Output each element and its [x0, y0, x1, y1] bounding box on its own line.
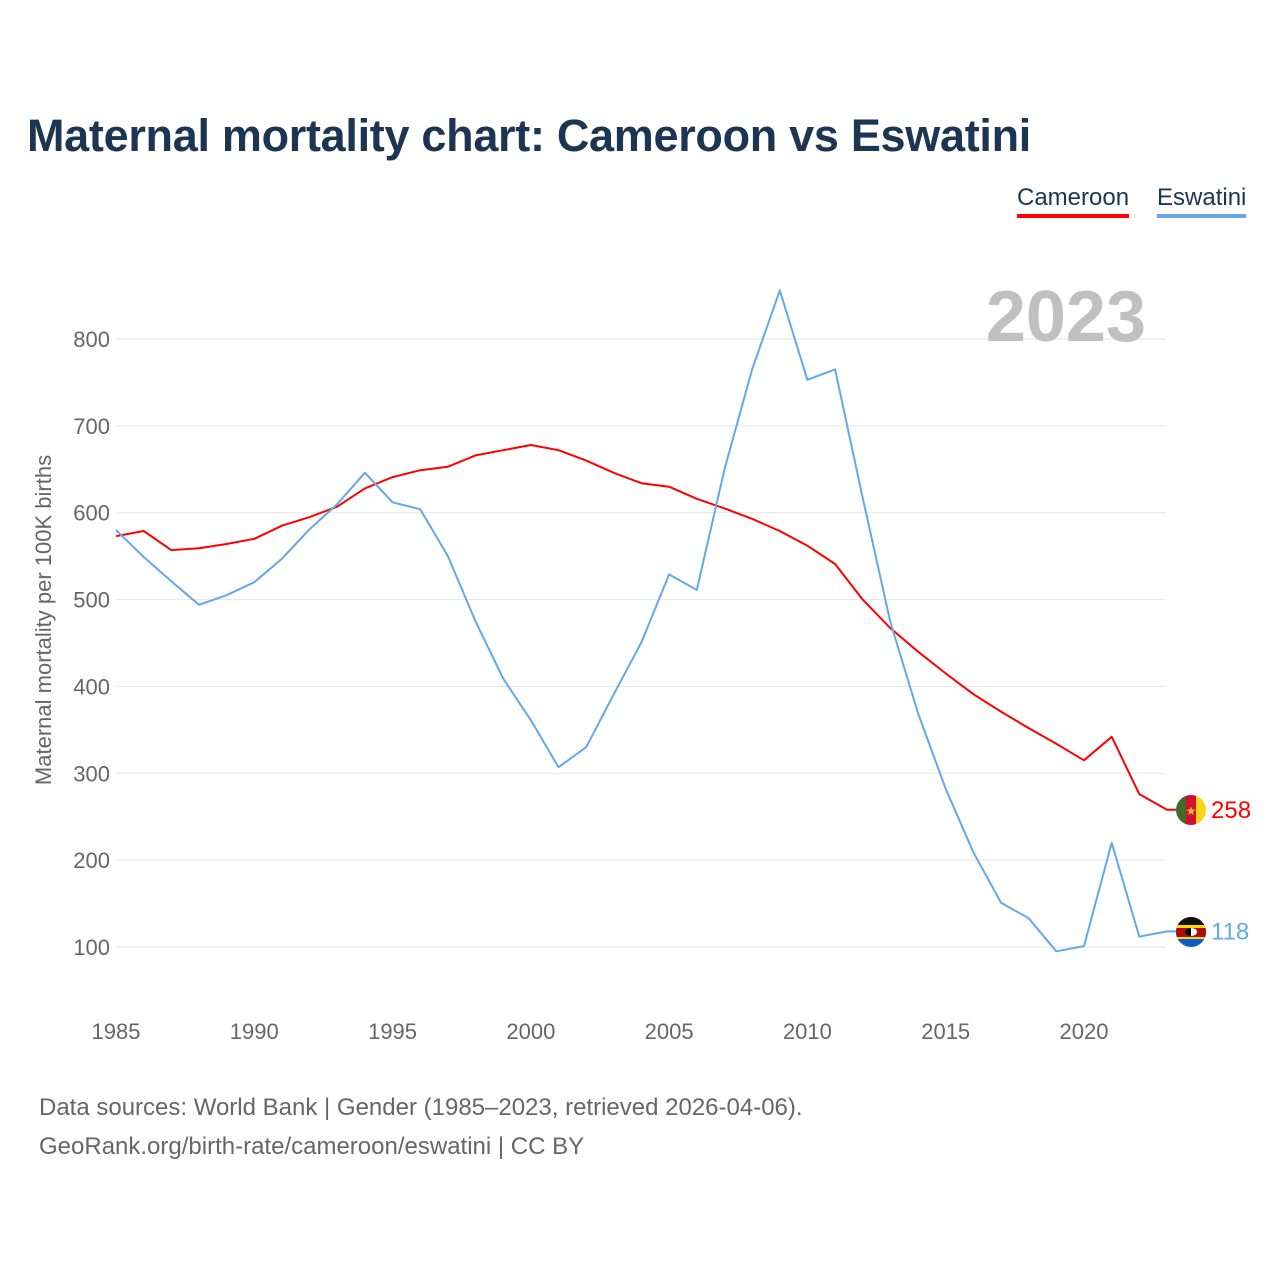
- year-watermark: 2023: [986, 277, 1146, 357]
- y-tick-label: 600: [73, 501, 110, 526]
- y-tick-label: 100: [73, 935, 110, 960]
- x-tick-label: 1985: [92, 1019, 141, 1044]
- y-axis-label: Maternal mortality per 100K births: [31, 455, 56, 785]
- eswatini-flag-icon: [1176, 917, 1206, 947]
- chart-title: Maternal mortality chart: Cameroon vs Es…: [27, 110, 1031, 161]
- source-note: Data sources: World Bank | Gender (1985–…: [39, 1088, 803, 1166]
- x-tick-label: 1995: [368, 1019, 417, 1044]
- source-line-1: Data sources: World Bank | Gender (1985–…: [39, 1094, 803, 1121]
- y-tick-label: 700: [73, 414, 110, 439]
- y-tick-label: 200: [73, 848, 110, 873]
- x-tick-label: 2015: [921, 1019, 970, 1044]
- x-tick-label: 1990: [230, 1019, 279, 1044]
- y-tick-label: 400: [73, 674, 110, 699]
- end-value-label-cameroon: 258: [1211, 797, 1251, 824]
- x-tick-label: 2020: [1060, 1019, 1109, 1044]
- x-tick-label: 2005: [645, 1019, 694, 1044]
- series-line-eswatini[interactable]: [115, 289, 1176, 953]
- x-tick-label: 2010: [783, 1019, 832, 1044]
- y-tick-label: 800: [73, 327, 110, 352]
- legend-cameroon[interactable]: Cameroon: [1017, 184, 1130, 218]
- svg-text:★: ★: [1186, 804, 1197, 818]
- source-line-2[interactable]: GeoRank.org/birth-rate/cameroon/eswatini…: [39, 1133, 585, 1160]
- y-tick-label: 300: [73, 761, 110, 786]
- end-value-label-eswatini: 118: [1211, 918, 1249, 945]
- x-tick-label: 2000: [506, 1019, 555, 1044]
- legend-eswatini[interactable]: Eswatini: [1157, 184, 1247, 218]
- cameroon-flag-icon: ★: [1176, 795, 1206, 825]
- y-tick-label: 500: [73, 588, 110, 613]
- series-line-cameroon[interactable]: [115, 444, 1176, 811]
